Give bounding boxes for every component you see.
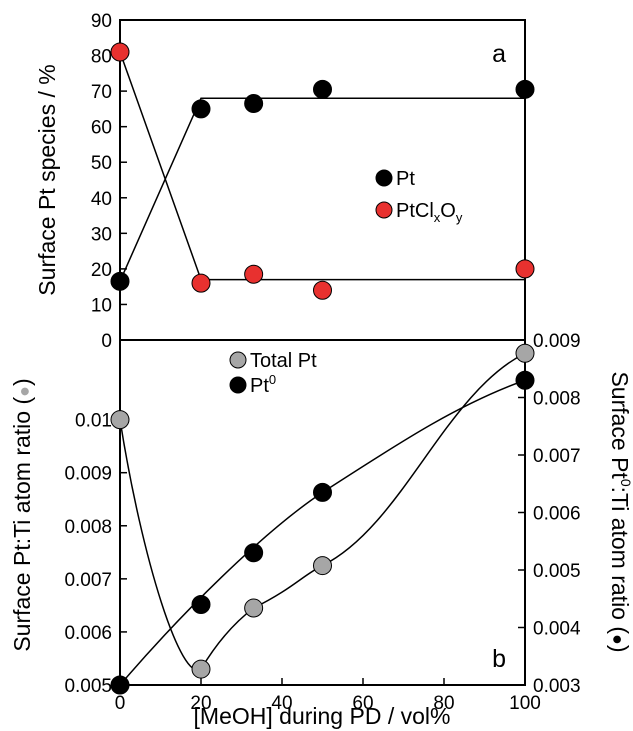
panel-b-frame — [119, 339, 526, 686]
panel-b-y-left-tick-label: 0.006 — [64, 623, 112, 644]
panel-b-fit-pt0 — [119, 379, 526, 686]
panel-a-point-ptclxoy — [313, 280, 332, 300]
panel-b-x-tick-label: 40 — [271, 693, 292, 714]
panel-b-point-total-pt — [313, 556, 332, 576]
legend-pt0-marker — [229, 376, 247, 394]
panel-b-y-right-tick-label: 0.005 — [533, 561, 581, 582]
panel-b-y-left-tick-label: 0.01 — [75, 411, 112, 432]
panel-a-y-tick-label: 20 — [91, 260, 112, 281]
panel-a-point-pt — [110, 271, 130, 291]
panel-a-ylabel: Surface Pt species / % — [34, 64, 60, 295]
panel-b-y-right-tick-label: 0.009 — [533, 331, 581, 352]
panel-b: b Surface Pt:Ti atom ratio (●) Surface P… — [9, 331, 633, 729]
panel-b-fit-lines — [119, 352, 526, 686]
panel-a-points — [110, 42, 535, 300]
legend-total-pt-marker — [229, 351, 247, 369]
legend-pt-label: Pt — [396, 168, 415, 190]
panel-a-point-pt — [191, 99, 211, 119]
panel-a-point-ptclxoy — [515, 259, 535, 279]
panel-b-y-right-tick-label: 0.006 — [533, 504, 581, 525]
panel-b-y-left-tick-label: 0.009 — [64, 464, 112, 485]
panel-b-y-right-tick-label: 0.004 — [533, 619, 581, 640]
panel-a-legend: Pt PtClxOy — [375, 168, 463, 225]
panel-b-x-tick-label: 0 — [115, 693, 126, 714]
panel-b-x-tick-label: 20 — [190, 693, 211, 714]
panel-a-y-tick-label: 0 — [101, 331, 112, 352]
panel-b-point-pt0 — [244, 543, 264, 563]
panel-b-ylabel-left: Surface Pt:Ti atom ratio (●) — [9, 378, 35, 651]
panel-b-x-tick-label: 60 — [352, 693, 373, 714]
legend-ptclxoy-label: PtClxOy — [396, 200, 463, 225]
panel-b-y-left-tick-label: 0.007 — [64, 570, 112, 591]
panel-a-y-tick-label: 40 — [91, 189, 112, 210]
panel-a-y-tick-label: 90 — [91, 11, 112, 32]
panel-a-point-ptclxoy — [244, 264, 264, 284]
panel-b-y-right-tick-label: 0.003 — [533, 676, 581, 697]
panel-b-xlabel: [MeOH] during PD / vol% — [194, 703, 451, 729]
panel-b-point-pt0 — [313, 482, 332, 502]
legend-pt-marker — [375, 169, 393, 187]
panel-a-fit-pt — [119, 97, 525, 282]
panel-b-y-left-tick-label: 0.008 — [64, 517, 112, 538]
panel-a-point-pt — [313, 79, 332, 99]
panel-a: a Surface Pt species / % 0 10 20 30 40 50 60 70… — [34, 11, 535, 352]
panel-a-label: a — [492, 40, 506, 68]
panel-b-ylabel-right: Surface Pt0:Ti atom ratio (●) — [607, 371, 633, 652]
panel-b-point-total-pt — [244, 598, 264, 618]
panel-a-y-tick-label: 10 — [91, 295, 112, 316]
panel-a-y-tick-label: 50 — [91, 153, 112, 174]
panel-a-point-pt — [244, 94, 264, 114]
panel-b-x-tick-label: 80 — [433, 693, 454, 714]
panel-b-point-total-pt — [515, 343, 535, 363]
legend-ptclxoy-marker — [375, 201, 393, 219]
panel-b-label: b — [492, 645, 506, 673]
panel-a-point-pt — [515, 79, 535, 99]
legend-total-pt-label: Total Pt — [250, 350, 317, 372]
panel-b-point-total-pt — [191, 659, 211, 679]
panel-a-y-tick-label: 60 — [91, 118, 112, 139]
panel-a-point-ptclxoy — [191, 273, 211, 293]
panel-b-point-pt0 — [191, 595, 211, 614]
panel-b-point-pt0 — [515, 370, 535, 390]
panel-b-points — [110, 343, 535, 695]
panel-b-point-total-pt — [110, 410, 130, 430]
panel-a-y-ticks: 0 10 20 30 40 50 60 70 80 90 — [91, 11, 127, 352]
panel-b-y-right-tick-label: 0.008 — [533, 389, 581, 410]
panel-b-point-pt0 — [110, 675, 130, 695]
panel-a-y-tick-label: 70 — [91, 82, 112, 103]
legend-pt0-label: Pt0 — [250, 372, 276, 397]
panel-b-y-right-tick-label: 0.007 — [533, 446, 581, 467]
panel-b-fit-total-pt — [119, 352, 526, 671]
panel-b-legend: Total Pt Pt0 — [229, 350, 317, 397]
panel-a-point-ptclxoy — [110, 42, 130, 62]
panel-b-x-tick-label: 100 — [509, 693, 541, 714]
panel-b-y-left-tick-label: 0.005 — [64, 676, 112, 697]
panel-a-y-tick-label: 80 — [91, 47, 112, 68]
panel-b-ticks: 0 20 40 60 80 100 0.005 0.006 0.007 0.008 0.009 0.0… — [64, 331, 581, 714]
panel-a-y-tick-label: 30 — [91, 224, 112, 245]
